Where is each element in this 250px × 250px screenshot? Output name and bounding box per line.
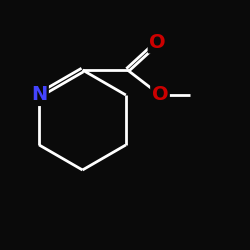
Text: O: O: [149, 33, 166, 52]
Text: N: N: [31, 86, 47, 104]
Text: O: O: [152, 86, 168, 104]
